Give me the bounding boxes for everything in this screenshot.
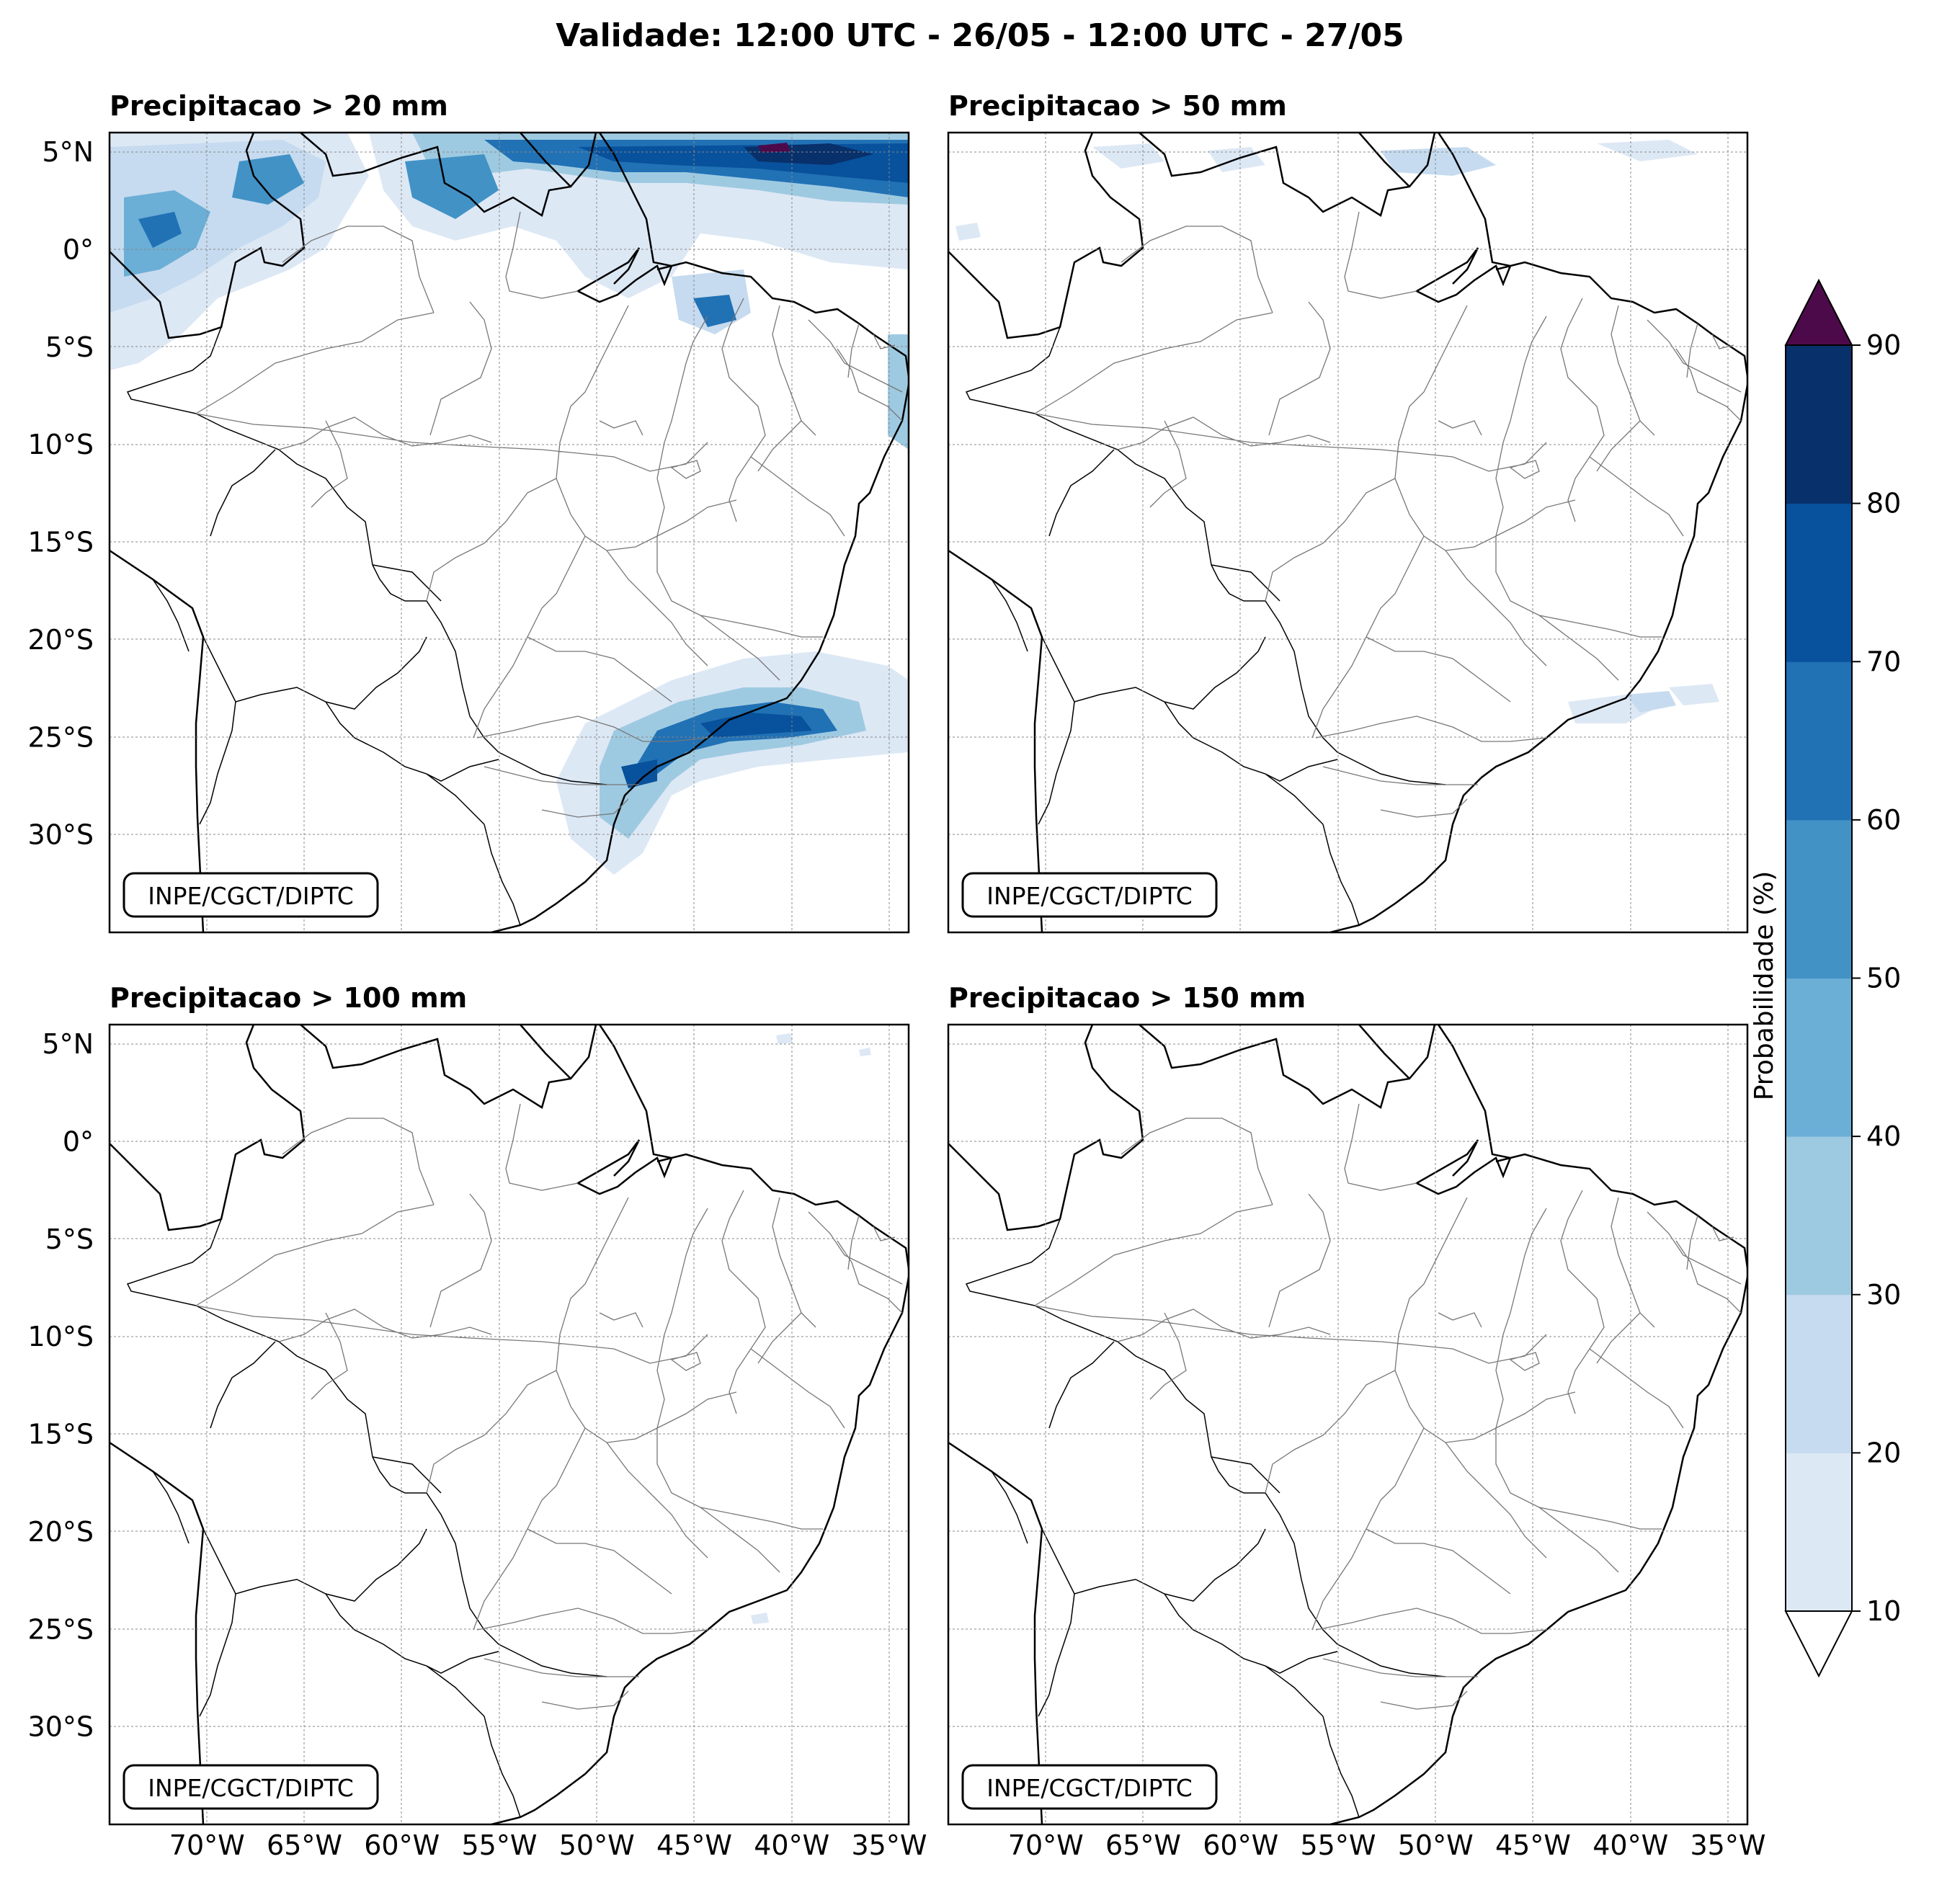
lat-tick-label: 20°S — [28, 624, 94, 656]
panel-title: Precipitacao > 20 mm — [110, 90, 448, 122]
credit-text: INPE/CGCT/DIPTC — [148, 882, 354, 910]
lon-tick-label: 35°W — [851, 1829, 927, 1861]
lon-tick-label: 45°W — [1495, 1829, 1571, 1861]
latitude-labels: 5°N 0° 5°S 10°S 15°S 20°S 25°S 30°S — [28, 136, 94, 851]
lon-tick-label: 50°W — [1398, 1829, 1474, 1861]
panel-title: Precipitacao > 50 mm — [948, 90, 1287, 122]
lon-tick-label: 35°W — [1690, 1829, 1765, 1861]
colorbar-tick-label: 30 — [1866, 1279, 1901, 1311]
lon-tick-label: 60°W — [364, 1829, 440, 1861]
lat-tick-label: 25°S — [28, 1613, 94, 1645]
lat-tick-label: 15°S — [28, 527, 94, 558]
probability-shading — [751, 1033, 871, 1624]
lon-tick-label: 70°W — [169, 1829, 245, 1861]
colorbar-tick-label: 80 — [1866, 488, 1901, 520]
colorbar-tick-label: 10 — [1866, 1595, 1901, 1627]
lat-tick-label: 25°S — [28, 721, 94, 753]
colorbar-segment — [1786, 503, 1852, 662]
colorbar: 10 20 30 40 50 60 70 80 90 — [1784, 278, 1901, 1678]
map-panel-150mm — [947, 1023, 1749, 1826]
credit-text: INPE/CGCT/DIPTC — [986, 882, 1193, 910]
lat-tick-label: 30°S — [28, 1711, 94, 1743]
colorbar-tick-label: 60 — [1866, 804, 1901, 836]
colorbar-segment — [1786, 1294, 1852, 1453]
lon-tick-label: 40°W — [1592, 1829, 1668, 1861]
colorbar-over-triangle — [1784, 278, 1853, 346]
lat-tick-label: 10°S — [28, 429, 94, 460]
figure-title: Validade: 12:00 UTC - 26/05 - 12:00 UTC … — [556, 17, 1404, 54]
colorbar-tick-label: 90 — [1866, 329, 1901, 361]
colorbar-label: Probabilidade (%) — [1750, 871, 1779, 1101]
lat-tick-label: 15°S — [28, 1419, 94, 1450]
lon-tick-label: 55°W — [1301, 1829, 1376, 1861]
lat-tick-label: 5°N — [42, 1028, 94, 1060]
probability-shading — [956, 140, 1719, 723]
credit-box: INPE/CGCT/DIPTC — [122, 872, 379, 918]
credit-text: INPE/CGCT/DIPTC — [148, 1774, 354, 1802]
longitude-labels: 70°W 65°W 60°W 55°W 50°W 45°W 40°W 35°W — [169, 1829, 927, 1861]
colorbar-tick-label: 40 — [1866, 1120, 1901, 1152]
colorbar-segment — [1786, 1453, 1852, 1612]
colorbar-under-triangle — [1784, 1610, 1853, 1678]
lat-tick-label: 0° — [63, 233, 94, 265]
panel-title: Precipitacao > 150 mm — [948, 982, 1306, 1014]
longitude-labels: 70°W 65°W 60°W 55°W 50°W 45°W 40°W 35°W — [1008, 1829, 1766, 1861]
credit-box: INPE/CGCT/DIPTC — [122, 1764, 379, 1810]
colorbar-tick-label: 20 — [1866, 1437, 1901, 1468]
lat-tick-label: 5°S — [45, 331, 94, 363]
latitude-labels: 5°N 0° 5°S 10°S 15°S 20°S 25°S 30°S — [28, 1028, 94, 1743]
map-panel-50mm — [947, 131, 1749, 934]
lat-tick-label: 5°S — [45, 1223, 94, 1255]
credit-text: INPE/CGCT/DIPTC — [986, 1774, 1193, 1802]
lat-tick-label: 10°S — [28, 1321, 94, 1352]
colorbar-segment — [1786, 661, 1852, 821]
colorbar-segment — [1786, 819, 1852, 978]
probability-shading — [110, 133, 909, 875]
colorbar-segment — [1786, 978, 1852, 1137]
map-panel-20mm — [108, 131, 910, 934]
colorbar-tick-label: 50 — [1866, 963, 1901, 994]
lat-tick-label: 20°S — [28, 1516, 94, 1548]
lon-tick-label: 70°W — [1008, 1829, 1084, 1861]
panel-title: Precipitacao > 100 mm — [110, 982, 467, 1014]
lon-tick-label: 40°W — [754, 1829, 829, 1861]
colorbar-segment — [1786, 345, 1852, 504]
lon-tick-label: 50°W — [559, 1829, 635, 1861]
lon-tick-label: 65°W — [1105, 1829, 1181, 1861]
lat-tick-label: 5°N — [42, 136, 94, 168]
lon-tick-label: 60°W — [1203, 1829, 1278, 1861]
lon-tick-label: 55°W — [462, 1829, 538, 1861]
colorbar-tick-label: 70 — [1866, 646, 1901, 677]
credit-box: INPE/CGCT/DIPTC — [961, 872, 1218, 918]
lat-tick-label: 0° — [63, 1125, 94, 1157]
lat-tick-label: 30°S — [28, 819, 94, 851]
credit-box: INPE/CGCT/DIPTC — [961, 1764, 1218, 1810]
lon-tick-label: 45°W — [656, 1829, 732, 1861]
map-panel-100mm — [108, 1023, 910, 1826]
lon-tick-label: 65°W — [267, 1829, 342, 1861]
colorbar-segment — [1786, 1136, 1852, 1296]
